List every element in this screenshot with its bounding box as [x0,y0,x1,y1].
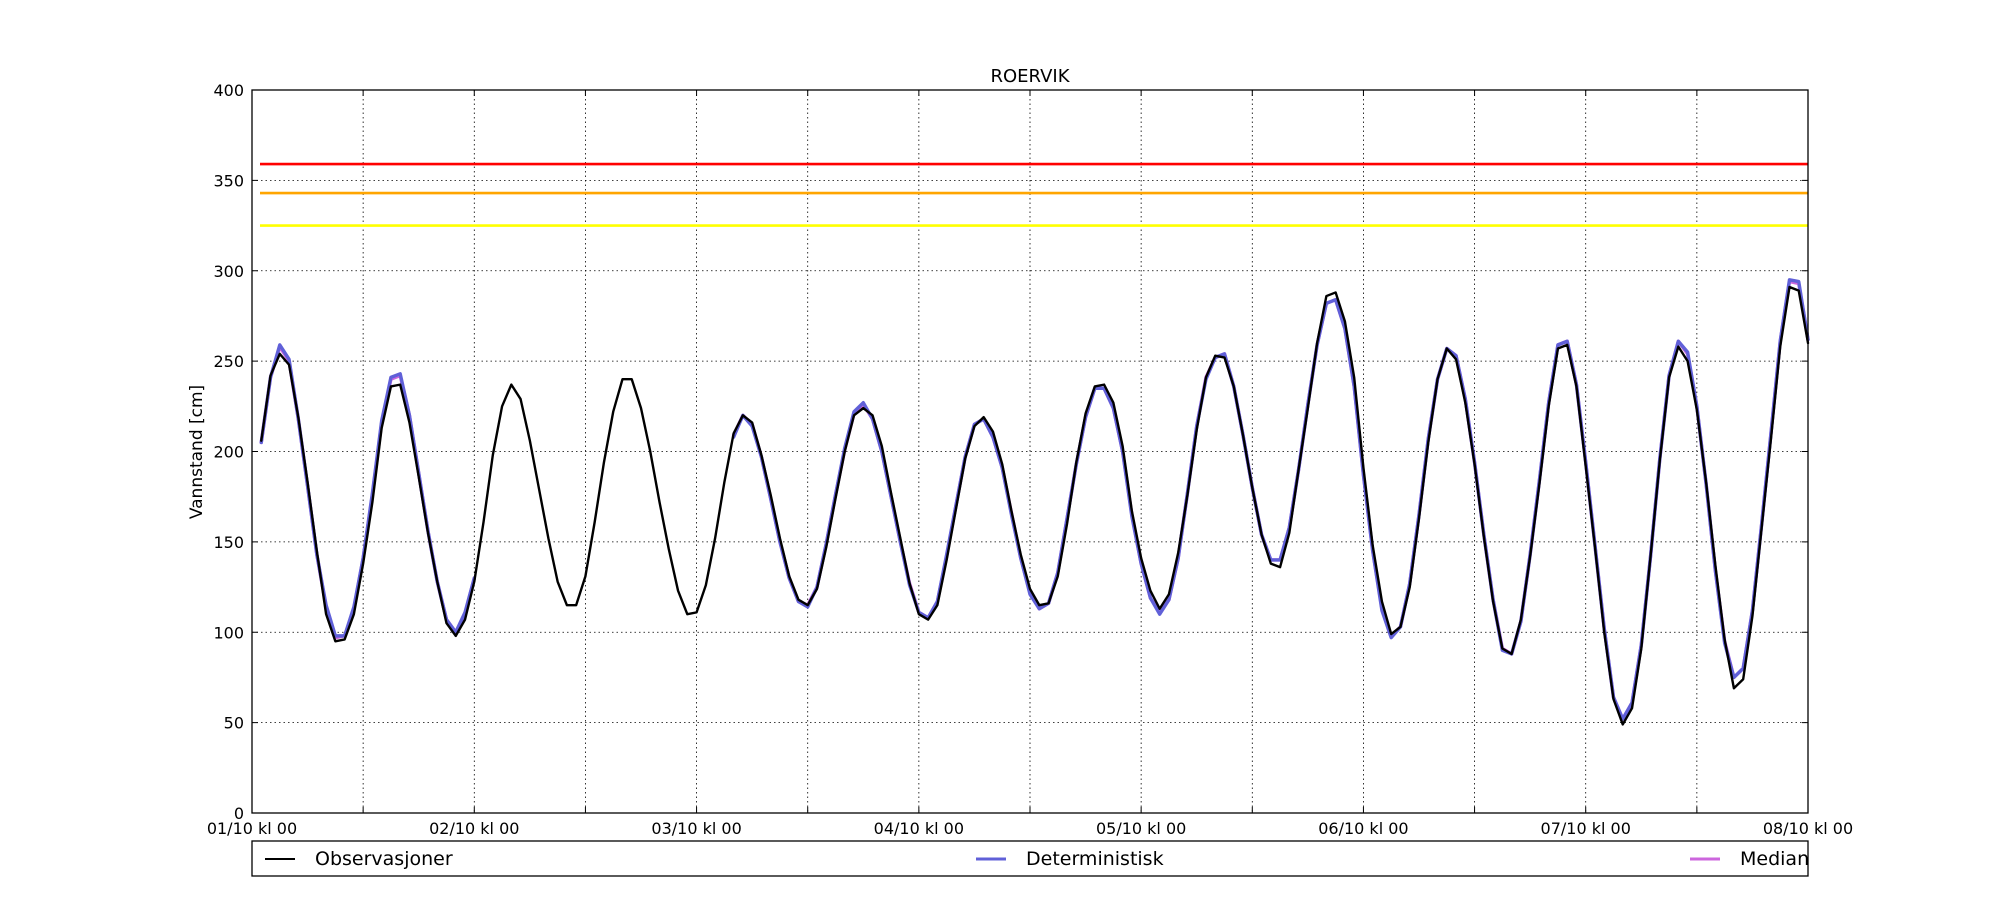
grid-lines [252,90,1808,813]
y-tick-label: 350 [213,171,244,190]
x-tick-label: 03/10 kl 00 [651,819,741,838]
x-tick-label: 05/10 kl 00 [1096,819,1186,838]
y-tick-label: 50 [224,714,244,733]
y-axis: 0 50 100 150 200 250 300 350 400 [213,81,1808,823]
y-tick-label: 200 [213,443,244,462]
y-tick-label: 150 [213,533,244,552]
x-tick-label: 07/10 kl 00 [1541,819,1631,838]
legend-label: Deterministisk [1026,848,1164,870]
y-tick-label: 400 [213,81,244,100]
x-tick-label: 06/10 kl 00 [1318,819,1408,838]
legend: Observasjoner Deterministisk Median [251,840,1809,877]
legend-box [251,840,1809,877]
chart-title: ROERVIK [991,66,1071,87]
x-tick-label: 04/10 kl 00 [874,819,964,838]
y-tick-label: 250 [213,352,244,371]
x-tick-label: 02/10 kl 00 [429,819,519,838]
x-axis: 01/10 kl 00 02/10 kl 00 03/10 kl 00 04/10 k… [207,90,1853,838]
x-tick-label: 08/10 kl 00 [1763,819,1853,838]
x-tick-label: 01/10 kl 00 [207,819,297,838]
y-axis-label: Vannstand [cm] [187,385,207,519]
threshold-lines [260,162,1808,227]
y-tick-label: 300 [213,262,244,281]
legend-label: Observasjoner [315,848,453,870]
y-tick-label: 100 [213,623,244,642]
y-tick-label: 0 [234,804,244,823]
legend-label: Median [1740,848,1809,870]
series-line-deterministisk [259,278,1810,721]
series-line-median [259,279,1810,721]
series-line-observasjoner [260,285,1810,726]
series-lines [259,278,1810,726]
